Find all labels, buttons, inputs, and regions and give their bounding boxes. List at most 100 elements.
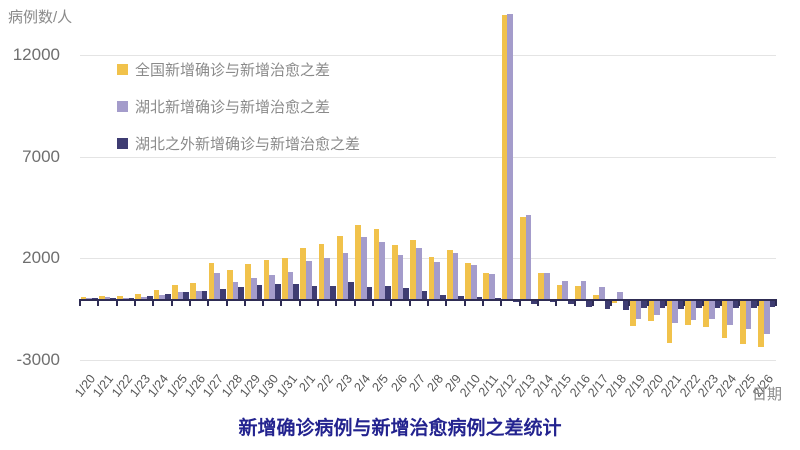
bar-hubei-2/21 bbox=[672, 301, 678, 324]
bar-hubei-2/6 bbox=[397, 255, 404, 299]
legend-swatch-non-hubei bbox=[117, 137, 128, 149]
bar-hubei-2/20 bbox=[653, 301, 660, 315]
bar-national-2/22 bbox=[684, 301, 691, 326]
bar-hubei-2/17 bbox=[599, 287, 605, 299]
x-axis-tick bbox=[481, 301, 484, 306]
bar-national-2/24 bbox=[721, 301, 728, 338]
bar-national-1/30 bbox=[263, 259, 270, 299]
bar-hubei-1/25 bbox=[177, 292, 184, 299]
x-axis-tick bbox=[573, 301, 576, 306]
bar-hubei-2/1 bbox=[305, 260, 312, 299]
bar-hubei-2/8 bbox=[434, 261, 440, 299]
bar-hubei-2/12 bbox=[507, 13, 514, 299]
bar-national-2/17 bbox=[593, 294, 600, 299]
bar-non-hubei-2/3 bbox=[348, 282, 354, 299]
x-axis-tick bbox=[518, 301, 521, 306]
y-tick-label: 12000 bbox=[12, 45, 60, 64]
x-axis-tick bbox=[445, 301, 448, 306]
x-axis-tick bbox=[591, 301, 594, 306]
bar-non-hubei-2/15 bbox=[568, 301, 574, 304]
x-axis-tick bbox=[207, 301, 210, 306]
bar-non-hubei-2/23 bbox=[714, 301, 721, 308]
bar-non-hubei-2/24 bbox=[732, 301, 739, 308]
bar-national-2/16 bbox=[575, 286, 581, 299]
bar-hubei-2/5 bbox=[379, 242, 385, 299]
bar-non-hubei-2/16 bbox=[586, 301, 593, 307]
x-axis-tick bbox=[536, 301, 539, 306]
bar-national-2/1 bbox=[300, 248, 306, 299]
bar-national-1/27 bbox=[208, 263, 215, 299]
x-axis-tick bbox=[317, 301, 320, 306]
bar-non-hubei-2/9 bbox=[458, 295, 464, 299]
bar-national-2/4 bbox=[355, 225, 361, 299]
bar-hubei-1/23 bbox=[141, 296, 147, 299]
bar-national-2/20 bbox=[648, 301, 654, 322]
bar-non-hubei-1/31 bbox=[293, 284, 300, 299]
gridline-2000 bbox=[80, 258, 776, 260]
legend-label-non-hubei: 湖北之外新增确诊与新增治愈之差 bbox=[135, 135, 361, 153]
x-axis-tick bbox=[372, 301, 375, 306]
bar-hubei-1/31 bbox=[287, 272, 294, 299]
bar-national-2/15 bbox=[556, 285, 563, 299]
bar-national-2/18 bbox=[611, 301, 618, 303]
x-axis-tick bbox=[665, 301, 668, 306]
bar-national-1/24 bbox=[153, 290, 160, 299]
bar-national-2/7 bbox=[410, 240, 416, 299]
bar-national-2/14 bbox=[538, 273, 545, 299]
bar-non-hubei-1/30 bbox=[275, 284, 281, 299]
bar-national-1/31 bbox=[281, 257, 288, 299]
bar-non-hubei-1/26 bbox=[201, 290, 208, 299]
bar-non-hubei-1/28 bbox=[238, 286, 245, 299]
bar-hubei-2/13 bbox=[525, 214, 532, 299]
bar-hubei-2/10 bbox=[470, 265, 477, 299]
x-axis-tick bbox=[427, 301, 429, 306]
y-tick-label: 7000 bbox=[22, 146, 60, 166]
bar-non-hubei-2/14 bbox=[549, 301, 556, 302]
bar-non-hubei-2/19 bbox=[641, 301, 648, 309]
x-axis-tick bbox=[188, 301, 191, 306]
x-axis-tick bbox=[408, 301, 411, 306]
bar-national-2/5 bbox=[373, 229, 380, 299]
x-axis-tick bbox=[701, 301, 704, 306]
bar-hubei-2/14 bbox=[544, 272, 550, 299]
bar-national-1/21 bbox=[98, 295, 105, 299]
bar-hubei-2/23 bbox=[708, 301, 715, 320]
bar-non-hubei-2/6 bbox=[403, 288, 409, 299]
x-axis-tick bbox=[720, 301, 723, 306]
bar-national-2/13 bbox=[520, 217, 526, 299]
bar-hubei-2/9 bbox=[452, 253, 459, 299]
bar-hubei-1/21 bbox=[104, 296, 111, 299]
bar-non-hubei-2/11 bbox=[494, 297, 501, 299]
bar-national-2/8 bbox=[428, 257, 435, 299]
bar-hubei-1/29 bbox=[251, 278, 257, 299]
x-axis-tick bbox=[115, 301, 118, 306]
x-axis-tick bbox=[628, 301, 631, 306]
bar-hubei-2/11 bbox=[489, 274, 495, 299]
bar-hubei-1/24 bbox=[159, 295, 166, 299]
bar-national-2/21 bbox=[666, 301, 673, 343]
y-axis-title: 病例数/人 bbox=[8, 9, 73, 26]
x-axis-title: 日期 bbox=[752, 386, 783, 403]
x-axis-tick bbox=[97, 301, 100, 306]
bar-national-2/23 bbox=[703, 301, 709, 327]
bar-hubei-2/19 bbox=[635, 301, 642, 319]
bar-non-hubei-2/17 bbox=[604, 301, 611, 309]
bar-non-hubei-1/29 bbox=[256, 284, 263, 299]
gridline-7000 bbox=[80, 156, 776, 158]
x-axis-tick bbox=[170, 301, 173, 306]
bar-hubei-2/15 bbox=[562, 280, 569, 299]
x-axis-tick bbox=[646, 301, 649, 306]
legend-swatch-national bbox=[117, 63, 128, 75]
x-axis-tick bbox=[280, 301, 283, 306]
bar-national-1/29 bbox=[245, 264, 252, 299]
bar-national-1/23 bbox=[135, 293, 142, 299]
x-axis-tick bbox=[463, 301, 466, 306]
bar-hubei-1/30 bbox=[269, 274, 276, 299]
x-axis-tick bbox=[555, 301, 558, 306]
legend: 全国新增确诊与新增治愈之差 湖北新增确诊与新增治愈之差 湖北之外新增确诊与新增治愈之… bbox=[117, 61, 360, 172]
bar-national-2/26 bbox=[758, 301, 764, 347]
x-axis-tick bbox=[262, 301, 265, 306]
bar-non-hubei-2/21 bbox=[678, 301, 684, 309]
